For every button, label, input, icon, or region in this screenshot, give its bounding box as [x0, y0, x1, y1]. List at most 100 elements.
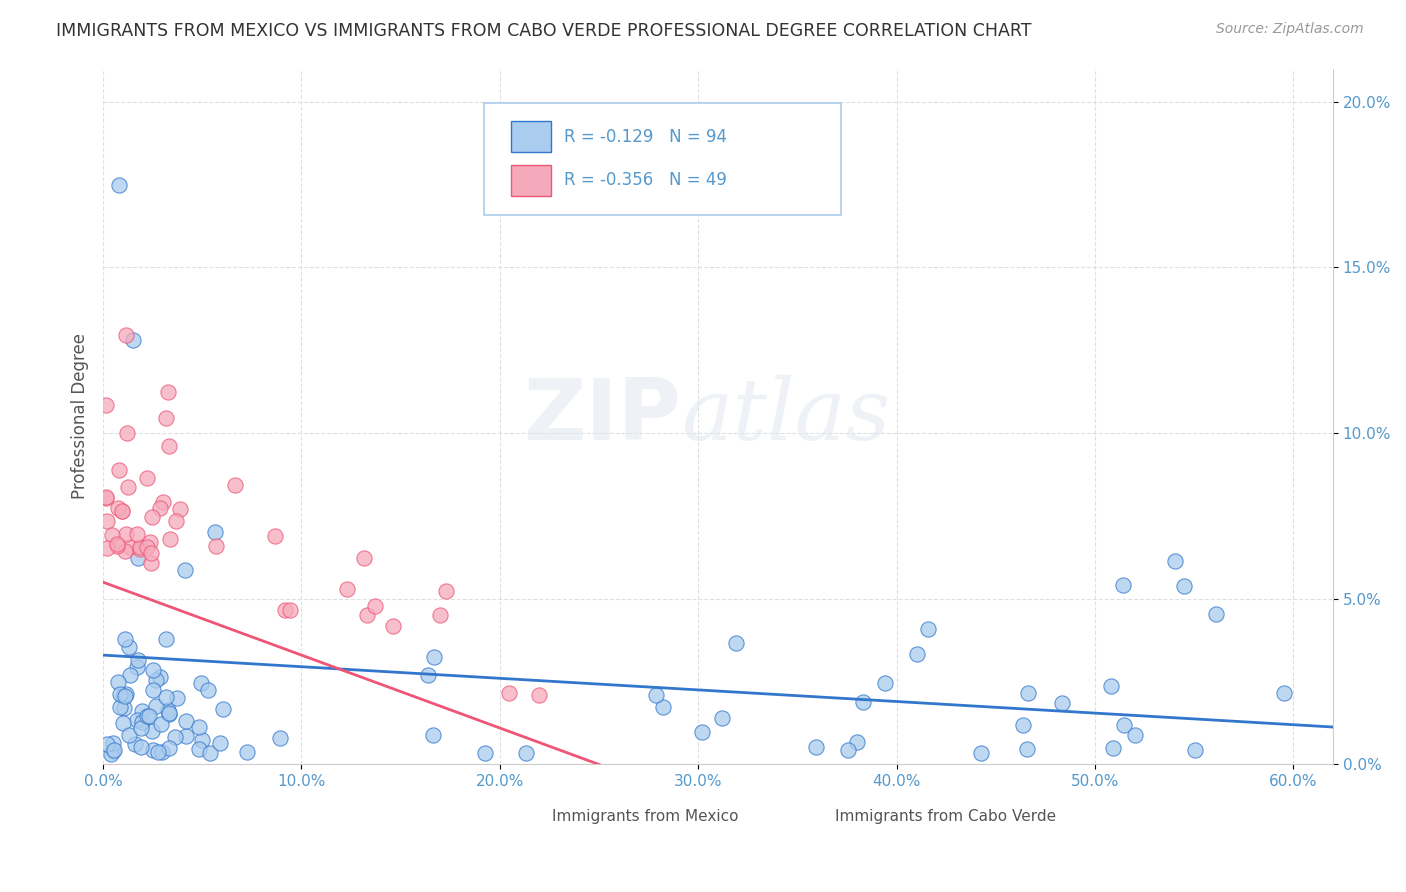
Point: [141, 724, 163, 739]
Point: [115, 687, 138, 701]
Point: [101, 528, 124, 542]
Text: ZIP: ZIP: [523, 375, 681, 458]
Point: [128, 542, 150, 557]
Bar: [522, 807, 548, 825]
Point: [122, 333, 145, 347]
Point: [115, 527, 138, 541]
Point: [107, 463, 129, 477]
Point: [1102, 741, 1125, 756]
Point: [129, 740, 152, 755]
Point: [429, 608, 451, 623]
Point: [422, 728, 444, 742]
Text: Source: ZipAtlas.com: Source: ZipAtlas.com: [1216, 22, 1364, 37]
Point: [1112, 718, 1135, 732]
Point: [150, 745, 173, 759]
Point: [131, 704, 153, 718]
Point: [96, 514, 118, 528]
Point: [145, 699, 167, 714]
Point: [356, 608, 378, 623]
Point: [169, 502, 191, 516]
Point: [142, 742, 165, 756]
Point: [107, 501, 129, 516]
Point: [197, 683, 219, 698]
Point: [138, 709, 160, 723]
Point: [166, 691, 188, 706]
Point: [157, 706, 180, 720]
Point: [264, 529, 287, 543]
Point: [96, 541, 118, 556]
Bar: [804, 807, 831, 825]
Point: [152, 494, 174, 508]
Point: [1272, 686, 1295, 700]
Point: [174, 729, 197, 743]
Point: [111, 716, 134, 731]
Point: [212, 702, 235, 716]
Point: [127, 660, 149, 674]
Point: [120, 667, 142, 681]
Point: [157, 385, 180, 400]
Point: [141, 509, 163, 524]
Point: [103, 743, 125, 757]
Point: [236, 745, 259, 759]
Point: [118, 728, 141, 742]
Point: [645, 689, 668, 703]
Point: [364, 599, 387, 613]
Point: [117, 426, 139, 441]
Point: [115, 327, 138, 342]
Point: [188, 719, 211, 733]
Point: [724, 636, 747, 650]
Point: [269, 731, 291, 745]
Text: R = -0.356   N = 49: R = -0.356 N = 49: [564, 171, 727, 189]
Point: [498, 686, 520, 700]
Point: [224, 478, 246, 492]
Point: [846, 734, 869, 748]
Point: [159, 532, 181, 546]
Point: [208, 736, 231, 750]
Text: atlas: atlas: [681, 376, 890, 458]
Point: [111, 504, 134, 518]
Point: [174, 714, 197, 728]
Point: [145, 673, 167, 687]
Point: [94, 398, 117, 412]
Point: [905, 647, 928, 661]
Point: [1123, 728, 1146, 742]
Point: [114, 632, 136, 647]
Point: [474, 746, 496, 760]
Point: [105, 537, 128, 551]
Point: [108, 178, 131, 192]
Text: R = -0.129   N = 94: R = -0.129 N = 94: [564, 128, 727, 145]
Point: [142, 663, 165, 677]
Point: [806, 739, 828, 754]
Point: [112, 690, 135, 704]
Point: [114, 689, 136, 703]
Point: [110, 700, 132, 714]
Point: [1011, 718, 1033, 732]
Point: [190, 676, 212, 690]
Point: [125, 713, 148, 727]
Point: [191, 733, 214, 747]
Point: [692, 724, 714, 739]
Point: [111, 504, 134, 518]
Point: [105, 539, 128, 553]
Point: [155, 632, 177, 646]
Point: [127, 551, 149, 566]
Point: [155, 410, 177, 425]
Bar: [512, 121, 551, 153]
Point: [157, 741, 180, 756]
Point: [117, 480, 139, 494]
Point: [382, 619, 405, 633]
Point: [1112, 578, 1135, 592]
Point: [149, 670, 172, 684]
Text: Immigrants from Mexico: Immigrants from Mexico: [553, 809, 738, 824]
Point: [166, 514, 188, 528]
Point: [150, 717, 173, 731]
Point: [434, 583, 457, 598]
Point: [110, 687, 132, 701]
Point: [124, 738, 146, 752]
Point: [139, 557, 162, 571]
Point: [135, 470, 157, 484]
Point: [710, 711, 733, 725]
Point: [139, 545, 162, 559]
Point: [204, 525, 226, 540]
Point: [107, 675, 129, 690]
